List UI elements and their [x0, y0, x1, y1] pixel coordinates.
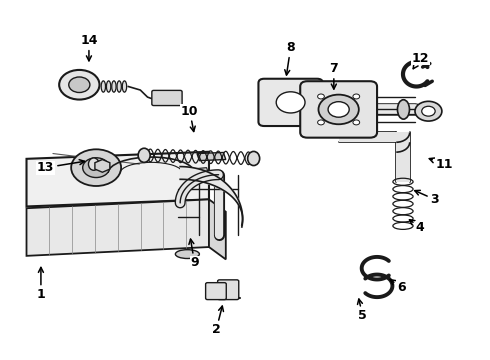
FancyBboxPatch shape — [218, 280, 239, 300]
Circle shape — [328, 102, 349, 117]
Ellipse shape — [397, 100, 410, 119]
Text: 1: 1 — [37, 267, 45, 301]
Text: 4: 4 — [410, 220, 425, 234]
FancyBboxPatch shape — [258, 79, 323, 126]
Polygon shape — [26, 199, 209, 256]
Polygon shape — [26, 152, 209, 207]
Polygon shape — [209, 199, 226, 259]
Circle shape — [415, 101, 442, 121]
FancyBboxPatch shape — [206, 283, 226, 300]
Ellipse shape — [122, 81, 126, 92]
Ellipse shape — [106, 81, 111, 92]
Text: 2: 2 — [212, 306, 223, 337]
Bar — [339, 132, 396, 142]
Text: 6: 6 — [390, 280, 405, 294]
Text: 9: 9 — [189, 239, 199, 269]
Polygon shape — [187, 168, 209, 176]
Ellipse shape — [247, 152, 260, 166]
FancyBboxPatch shape — [152, 90, 182, 105]
Ellipse shape — [117, 81, 122, 92]
Circle shape — [318, 94, 324, 99]
Circle shape — [276, 92, 305, 113]
Text: 12: 12 — [412, 52, 429, 69]
Text: 5: 5 — [358, 299, 367, 322]
Circle shape — [71, 149, 121, 186]
Circle shape — [318, 120, 324, 125]
Ellipse shape — [112, 81, 116, 92]
FancyBboxPatch shape — [300, 81, 377, 138]
Text: 8: 8 — [285, 41, 295, 75]
Circle shape — [69, 77, 90, 93]
Circle shape — [59, 70, 99, 100]
Circle shape — [83, 158, 110, 177]
Text: 11: 11 — [429, 158, 453, 171]
Bar — [396, 132, 410, 182]
Ellipse shape — [101, 81, 105, 92]
Circle shape — [353, 120, 360, 125]
Ellipse shape — [175, 250, 199, 258]
Text: 10: 10 — [181, 105, 198, 131]
Ellipse shape — [138, 148, 150, 162]
Text: 14: 14 — [80, 34, 98, 61]
Text: 13: 13 — [37, 159, 84, 174]
Circle shape — [422, 106, 435, 116]
Circle shape — [318, 95, 359, 124]
Ellipse shape — [89, 158, 99, 170]
Text: 7: 7 — [329, 62, 338, 89]
Polygon shape — [95, 159, 110, 172]
Circle shape — [353, 94, 360, 99]
Text: 3: 3 — [415, 190, 439, 206]
Polygon shape — [197, 153, 226, 161]
